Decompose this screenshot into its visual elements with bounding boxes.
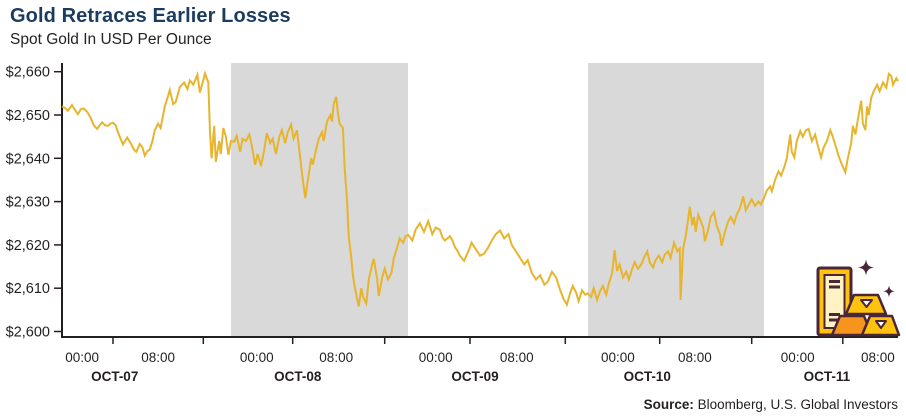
day-label: OCT-08 [274, 369, 322, 384]
bar-stripe [829, 280, 840, 283]
time-label: 08:00 [141, 350, 175, 365]
source-text: Bloomberg, U.S. Global Investors [697, 397, 898, 412]
price-line [61, 69, 899, 308]
y-tick-label: $2,640 [6, 151, 50, 167]
bar-stripe [829, 313, 840, 316]
source-credit: Source: Bloomberg, U.S. Global Investors [644, 397, 898, 412]
tick-layer [54, 70, 844, 344]
y-tick-label: $2,630 [6, 195, 50, 211]
ingot-notch [860, 299, 873, 308]
y-tick-label: $2,610 [6, 281, 50, 297]
sparkle-icon [883, 285, 895, 298]
axis-layer [61, 63, 898, 338]
bar-stripe [829, 285, 840, 289]
y-tick-label: $2,660 [6, 65, 50, 81]
day-band [230, 63, 409, 337]
label-layer: $2,660 $2,650 $2,640 $2,630 $2,620 $2,610 $2,6… [6, 65, 895, 384]
day-band [587, 63, 765, 337]
ingot-notch [875, 320, 887, 329]
time-label: 00:00 [240, 350, 274, 365]
chart-header: Gold Retraces Earlier Losses Spot Gold I… [10, 5, 291, 49]
day-label: OCT-11 [804, 369, 851, 384]
y-tick-label: $2,600 [6, 325, 50, 341]
time-label: 00:00 [65, 350, 99, 365]
gold-bars-icon [816, 259, 901, 337]
day-label: OCT-09 [451, 369, 498, 384]
y-tick-label: $2,650 [6, 108, 50, 124]
day-label: OCT-10 [624, 369, 671, 384]
time-label: 08:00 [861, 350, 895, 365]
y-tick-label: $2,620 [6, 238, 50, 254]
day-label: OCT-07 [91, 369, 138, 384]
time-label: 08:00 [678, 350, 712, 365]
band-layer [230, 63, 765, 337]
source-label: Source: [643, 397, 694, 412]
time-label: 08:00 [500, 350, 534, 365]
series-layer [61, 69, 899, 308]
bar-stripe [829, 318, 840, 322]
time-label: 00:00 [601, 350, 635, 365]
time-label: 00:00 [781, 350, 815, 365]
time-label: 00:00 [419, 350, 453, 365]
time-label: 08:00 [319, 350, 353, 365]
page-title: Gold Retraces Earlier Losses [10, 5, 291, 27]
sparkle-icon [858, 259, 874, 276]
chart-subtitle: Spot Gold In USD Per Ounce [10, 31, 212, 48]
